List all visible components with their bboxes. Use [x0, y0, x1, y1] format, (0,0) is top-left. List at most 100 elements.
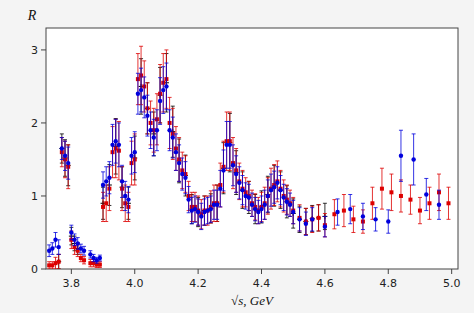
error-bar	[142, 77, 146, 118]
error-bar	[323, 213, 327, 236]
marker	[171, 135, 175, 139]
error-bar	[240, 176, 244, 205]
error-bar	[183, 162, 187, 194]
error-bar	[304, 212, 308, 235]
y-tick	[41, 122, 46, 123]
marker	[57, 260, 61, 264]
error-bar	[209, 191, 213, 223]
x-tick-label: 4.6	[316, 277, 334, 290]
marker	[411, 157, 415, 161]
error-bar	[298, 205, 302, 231]
error-bar	[386, 210, 390, 233]
error-bar	[206, 197, 210, 223]
marker	[291, 210, 295, 214]
error-bar	[399, 130, 403, 181]
error-bar	[63, 141, 67, 170]
error-bar	[126, 186, 130, 212]
marker	[104, 179, 108, 183]
error-bar	[266, 180, 270, 212]
error-bar	[60, 138, 64, 167]
y-tick-label: 3	[31, 44, 38, 57]
x-tick	[134, 269, 135, 274]
marker	[373, 217, 377, 221]
marker	[60, 146, 64, 150]
error-bar	[374, 208, 378, 231]
marker	[186, 197, 190, 201]
error-bar	[168, 110, 172, 151]
error-bar	[298, 208, 302, 231]
error-bar	[193, 192, 197, 221]
x-tick	[261, 269, 262, 274]
error-bar	[66, 147, 70, 179]
marker	[199, 214, 203, 218]
error-bar	[370, 187, 374, 219]
marker	[288, 203, 292, 207]
marker	[152, 135, 156, 139]
error-bar	[279, 176, 283, 205]
series	[47, 63, 441, 263]
error-bar	[136, 73, 140, 114]
error-bar	[399, 180, 403, 212]
error-bar	[107, 162, 111, 194]
error-bar	[196, 199, 200, 225]
marker	[183, 176, 187, 180]
error-bar	[117, 121, 121, 179]
marker	[56, 245, 60, 249]
x-tick	[451, 269, 452, 274]
error-bar	[98, 262, 102, 268]
marker	[218, 186, 222, 190]
x-tick-label: 3.8	[63, 277, 81, 290]
x-tick	[198, 269, 199, 274]
error-bar	[389, 174, 393, 211]
error-bar	[123, 181, 127, 210]
x-tick	[71, 269, 72, 274]
error-bar	[206, 196, 210, 225]
error-bar	[260, 196, 264, 222]
marker	[145, 113, 149, 117]
error-bar	[446, 187, 450, 219]
error-bar	[237, 167, 241, 199]
error-bar	[209, 196, 213, 222]
error-bar	[282, 184, 286, 210]
error-bar	[263, 190, 267, 219]
plot-area	[46, 28, 458, 269]
marker	[304, 222, 308, 226]
series	[56, 54, 327, 269]
error-bar	[380, 168, 384, 209]
marker	[231, 163, 235, 167]
marker	[174, 150, 178, 154]
marker	[361, 214, 365, 218]
error-bar	[310, 206, 314, 232]
marker	[101, 205, 105, 209]
error-bar	[427, 187, 431, 219]
marker	[275, 181, 279, 185]
error-bar	[47, 245, 51, 257]
error-bar	[174, 134, 178, 171]
x-tick-label: 4.4	[253, 277, 271, 290]
error-bar	[269, 174, 273, 206]
marker	[424, 192, 428, 196]
error-bar	[164, 63, 168, 110]
x-tick-label: 5.0	[443, 277, 461, 290]
error-bar	[196, 196, 200, 225]
marker	[437, 203, 441, 207]
marker	[316, 215, 321, 220]
error-bar	[161, 67, 165, 114]
x-tick-label: 4.8	[380, 277, 398, 290]
error-bar	[253, 195, 257, 224]
error-bar	[149, 112, 153, 149]
error-bar	[240, 170, 244, 207]
error-bar	[275, 161, 279, 202]
error-bar	[215, 185, 219, 222]
marker	[75, 241, 79, 245]
error-bar	[155, 110, 159, 151]
error-bar	[111, 124, 115, 165]
marker	[351, 217, 355, 221]
marker	[72, 238, 76, 242]
error-bar	[256, 197, 260, 223]
marker	[370, 201, 374, 205]
error-bar	[332, 200, 336, 229]
marker	[110, 143, 114, 147]
error-bar	[177, 139, 181, 183]
error-bar	[98, 255, 102, 261]
